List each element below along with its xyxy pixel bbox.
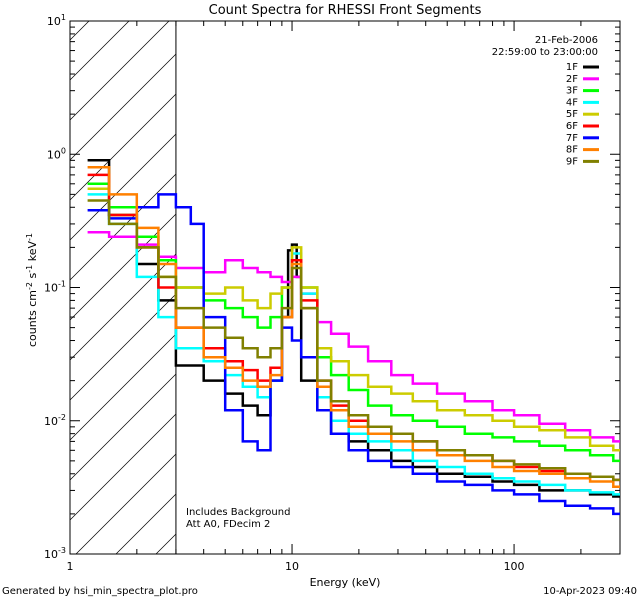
legend-label-1F: 1F <box>566 62 578 73</box>
footer-timestamp: 10-Apr-2023 09:40 <box>543 586 637 597</box>
y-tick-label: 10-2 <box>44 413 66 428</box>
axes: 1 10 100 10-3 10-2 10-1 100 101 <box>44 13 621 573</box>
series-layer <box>87 159 620 516</box>
y-axis-label: counts cm-2 s-1 keV-1 <box>25 233 39 347</box>
footer-generated-by: Generated by hsi_min_spectra_plot.pro <box>2 586 198 597</box>
legend-label-4F: 4F <box>566 97 578 108</box>
series-line-9F <box>87 199 620 482</box>
plot-frame <box>69 20 621 555</box>
legend-label-5F: 5F <box>566 109 578 120</box>
hatch-line <box>70 413 176 521</box>
hatch-line <box>70 213 176 321</box>
legend-label-3F: 3F <box>566 86 578 97</box>
series-line-4F <box>87 193 620 496</box>
y-tick-label: 10-3 <box>44 546 66 561</box>
time-range-label: 22:59:00 to 23:00:00 <box>492 47 598 58</box>
x-axis-label: Energy (keV) <box>310 576 381 589</box>
series-line-8F <box>87 165 620 488</box>
hatched-region <box>70 21 176 554</box>
annotation-attenuator: Att A0, FDecim 2 <box>186 519 270 530</box>
legend-label-2F: 2F <box>566 74 578 85</box>
hatch-line <box>70 253 176 361</box>
y-tick-label: 100 <box>47 146 66 161</box>
legend-label-9F: 9F <box>566 156 578 167</box>
series-line-2F <box>87 230 620 443</box>
series-line-5F <box>87 187 620 452</box>
legend-label-7F: 7F <box>566 133 578 144</box>
x-tick-label: 100 <box>504 560 525 573</box>
x-tick-label: 10 <box>285 560 299 573</box>
hatch-line <box>75 453 176 554</box>
y-tick-label: 10-1 <box>44 280 66 295</box>
hatch-line <box>70 93 176 201</box>
hatch-line <box>70 21 170 121</box>
chart-title: Count Spectra for RHESSI Front Segments <box>209 3 482 18</box>
hatch-line <box>70 373 176 481</box>
x-tick-label: 1 <box>67 560 74 573</box>
y-tick-label: 101 <box>47 13 66 28</box>
annotation-background: Includes Background <box>186 507 290 518</box>
series-line-1F <box>87 159 620 498</box>
legend-label-6F: 6F <box>566 121 578 132</box>
legend-label-8F: 8F <box>566 145 578 156</box>
hatch-line <box>70 53 176 161</box>
date-label: 21-Feb-2006 <box>535 35 598 46</box>
